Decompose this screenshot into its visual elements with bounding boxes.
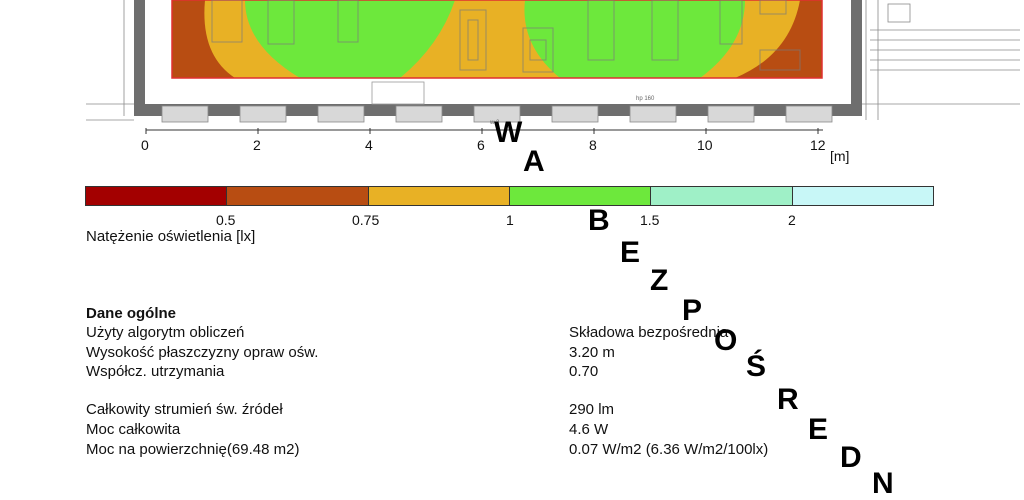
stamp-letter-6: P — [682, 294, 703, 327]
legend-swatch-6 — [792, 187, 933, 205]
window-label: w 2 — [489, 120, 500, 126]
legend-swatch-2 — [227, 187, 369, 205]
stamp-letter-8: Ś — [746, 350, 767, 383]
param-label-power: Moc całkowita — [86, 421, 181, 438]
legend-title: Natężenie oświetlenia [lx] — [86, 228, 256, 245]
stamp-letter-3: B — [588, 204, 610, 237]
ruler-ticks — [145, 128, 819, 134]
hp-label: hp 160 — [636, 96, 655, 102]
ruler-tick-10: 10 — [697, 137, 713, 153]
zone-green-right — [524, 0, 745, 78]
stamp-letter-11: D — [840, 441, 862, 474]
ruler-tick-4: 4 — [365, 137, 373, 153]
ruler-tick-8: 8 — [589, 137, 597, 153]
zone-green-left — [245, 0, 455, 78]
stamp-letter-1: W — [494, 116, 523, 149]
stamp-letter-5: Z — [650, 264, 669, 297]
equipment-outlines — [211, 0, 801, 73]
stamp-letter-10: E — [808, 413, 829, 446]
ruler-unit: [m] — [830, 148, 850, 164]
windows — [161, 105, 833, 123]
ruler-tick-0: 0 — [141, 137, 149, 153]
legend-label-1-5: 1.5 — [640, 212, 660, 228]
ruler-tick-6: 6 — [477, 137, 485, 153]
stamp-letter-7: O — [714, 324, 738, 357]
legend-label-0-75: 0.75 — [352, 212, 380, 228]
param-value-power-density: 0.07 W/m2 (6.36 W/m2/100lx) — [569, 441, 769, 458]
general-heading: Dane ogólne — [86, 305, 177, 322]
param-label-flux: Całkowity strumień św. źródeł — [86, 401, 283, 418]
param-value-height: 3.20 m — [569, 344, 615, 361]
param-value-algorithm: Składowa bezpośrednia — [569, 324, 729, 341]
legend-color-scale — [85, 186, 934, 206]
ruler-tick-2: 2 — [253, 137, 261, 153]
stamp-letter-12: N — [872, 467, 894, 500]
legend-swatch-3 — [368, 187, 510, 205]
legend-label-2: 2 — [788, 212, 796, 228]
legend-swatch-5 — [651, 187, 793, 205]
param-label-power-density: Moc na powierzchnię(69.48 m2) — [86, 441, 300, 458]
legend-label-0-5: 0.5 — [216, 212, 236, 228]
legend-label-1: 1 — [506, 212, 514, 228]
stamp-letter-9: R — [777, 383, 799, 416]
param-label-maintenance: Współcz. utrzymania — [86, 363, 225, 380]
legend-swatch-4 — [509, 187, 652, 205]
param-value-maintenance: 0.70 — [569, 363, 599, 380]
floor-plan: hp 160 w 2 — [0, 0, 1024, 180]
param-label-height: Wysokość płaszczyzny opraw ośw. — [86, 344, 319, 361]
stamp-letter-4: E — [620, 236, 641, 269]
param-value-flux: 290 lm — [569, 401, 615, 418]
param-value-power: 4.6 W — [569, 421, 609, 438]
stamp-letter-2: A — [523, 145, 545, 178]
ruler-tick-12: 12 — [810, 137, 826, 153]
param-label-algorithm: Użyty algorytm obliczeń — [86, 324, 245, 341]
legend-swatch-1 — [86, 187, 228, 205]
